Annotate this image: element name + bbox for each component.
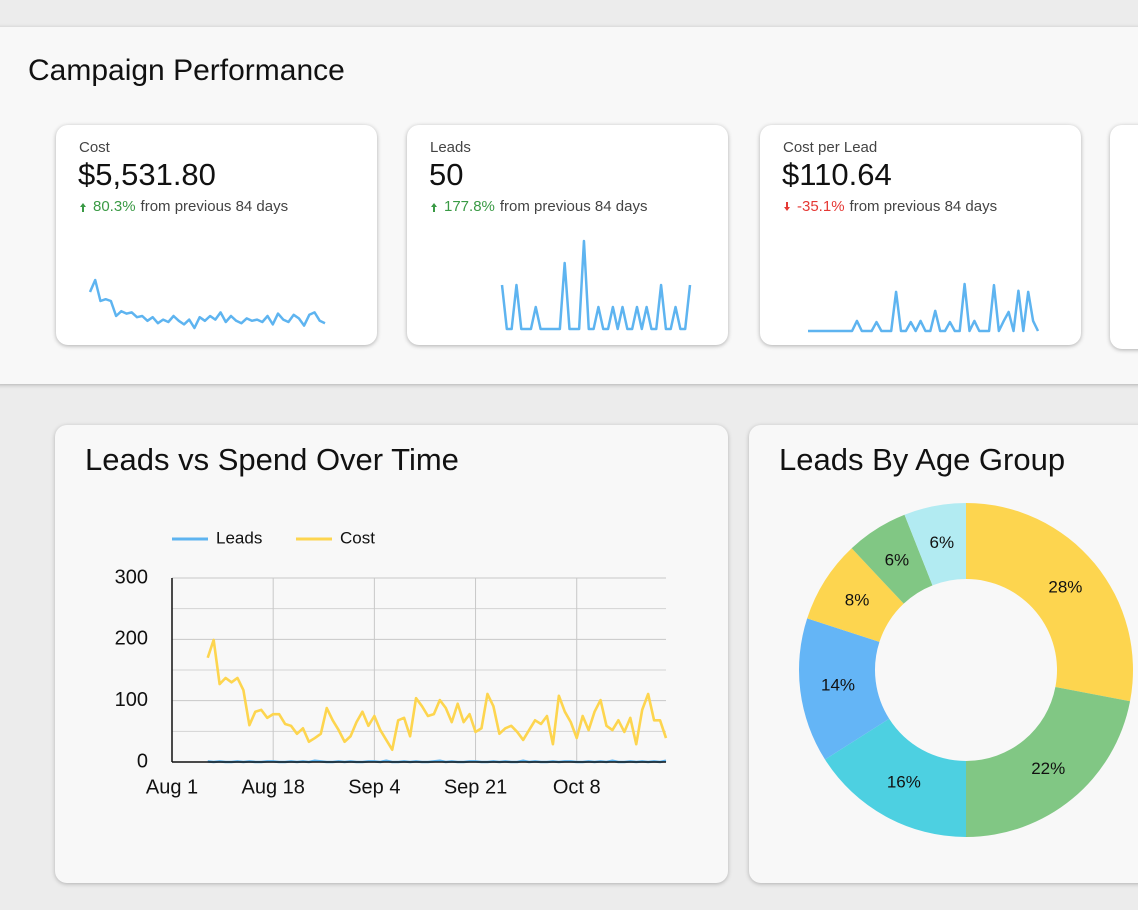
change-arrow (784, 202, 790, 211)
chart-title: Leads vs Spend Over Time (85, 442, 459, 477)
kpi-card (56, 125, 377, 345)
kpi-value: 50 (429, 157, 463, 192)
kpi-value: $110.64 (782, 157, 892, 192)
sparkline (808, 282, 1040, 333)
x-tick-label: Sep 21 (444, 776, 507, 798)
data-label: 28% (1048, 577, 1082, 596)
data-label: 8% (845, 590, 870, 609)
data-label: 16% (887, 773, 921, 792)
kpi-label: Cost per Lead (783, 139, 877, 156)
chart-panel (55, 425, 728, 883)
kpi-card (760, 125, 1081, 345)
change-text: from previous 84 days (850, 198, 998, 215)
donut-slice (966, 503, 1133, 702)
kpi-change: 177.8% from previous 84 days (444, 198, 647, 215)
legend-label: Leads (216, 528, 262, 547)
series-line (206, 638, 668, 752)
change-value: 80.3% (93, 198, 136, 215)
kpi-label: Leads (430, 139, 471, 156)
change-value: 177.8% (444, 198, 495, 215)
change-value: -35.1% (797, 198, 845, 215)
donut-slice (904, 503, 966, 586)
y-tick-label: 100 (115, 689, 148, 711)
change-text: from previous 84 days (500, 198, 648, 215)
change-arrow (80, 203, 86, 212)
donut-slice (799, 618, 890, 760)
chart-title: Leads By Age Group (779, 442, 1065, 477)
data-label: 14% (821, 676, 855, 695)
kpi-change: -35.1% from previous 84 days (797, 198, 997, 215)
data-label: 6% (930, 533, 955, 552)
y-tick-label: 0 (137, 750, 148, 772)
y-tick-label: 200 (115, 628, 148, 650)
data-label: 6% (885, 551, 910, 570)
donut-slice (966, 687, 1131, 837)
page-title: Campaign Performance (28, 54, 345, 87)
sparkline (500, 239, 692, 331)
donut-slice (851, 514, 933, 604)
x-tick-label: Aug 1 (146, 776, 198, 798)
kpi-value: $5,531.80 (78, 157, 216, 192)
kpi-card (1110, 125, 1138, 349)
kpi-card (407, 125, 728, 345)
donut-slice (824, 718, 966, 837)
x-tick-label: Sep 4 (348, 776, 400, 798)
kpi-label: Cost (79, 139, 111, 156)
sparkline (88, 278, 326, 330)
kpi-change: 80.3% from previous 84 days (93, 198, 288, 215)
donut-slice (807, 548, 904, 642)
x-tick-label: Aug 18 (241, 776, 304, 798)
legend-label: Cost (340, 528, 375, 547)
y-tick-label: 300 (115, 566, 148, 588)
change-arrow (431, 203, 437, 212)
x-tick-label: Oct 8 (553, 776, 601, 798)
data-label: 22% (1031, 759, 1065, 778)
change-text: from previous 84 days (141, 198, 289, 215)
